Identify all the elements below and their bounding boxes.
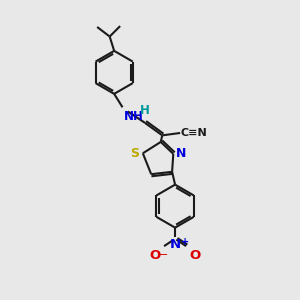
Text: C≡N: C≡N xyxy=(181,128,208,138)
Text: S: S xyxy=(130,147,139,160)
Text: N: N xyxy=(170,238,181,251)
Text: NH: NH xyxy=(124,110,144,123)
Text: O: O xyxy=(149,249,160,262)
Text: H: H xyxy=(140,104,150,117)
Text: O: O xyxy=(190,249,201,262)
Text: +: + xyxy=(181,238,189,248)
Text: −: − xyxy=(158,250,168,260)
Text: N: N xyxy=(176,147,187,161)
